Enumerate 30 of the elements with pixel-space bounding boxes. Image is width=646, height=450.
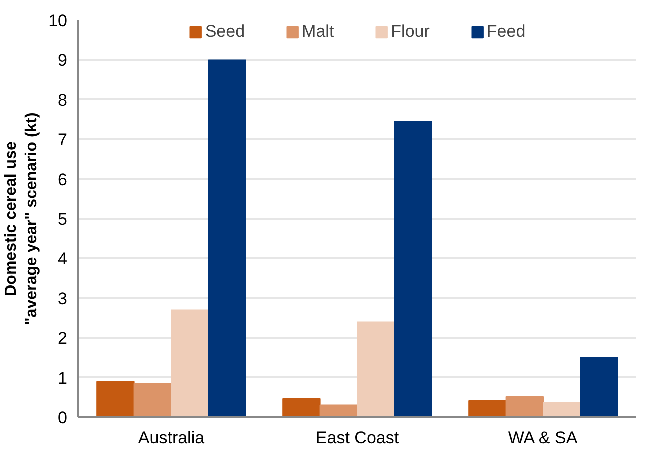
- y-tick-label: 4: [58, 250, 68, 269]
- y-axis-title: Domestic cereal use "average year" scenario (kt): [3, 112, 41, 326]
- bar: [357, 322, 396, 418]
- legend-label: Flour: [391, 22, 430, 42]
- y-tick-label: 8: [58, 90, 68, 110]
- x-tick-label: East Coast: [316, 428, 400, 448]
- y-tick-label: 1: [58, 368, 68, 388]
- bar: [282, 398, 321, 418]
- legend-label: Malt: [302, 22, 334, 42]
- y-tick-label: 3: [58, 289, 68, 308]
- bar: [320, 404, 358, 418]
- y-tick-label: 7: [58, 130, 68, 150]
- y-tick-label: 6: [58, 170, 68, 190]
- x-tick-label: Australia: [138, 428, 206, 448]
- bar: [171, 310, 210, 418]
- y-tick-label: 9: [58, 51, 68, 70]
- y-tick-label: 0: [58, 408, 68, 428]
- legend-label: Seed: [205, 22, 246, 42]
- bar: [506, 396, 544, 418]
- y-tick-label: 10: [48, 12, 68, 30]
- bar: [468, 400, 507, 418]
- y-tick-label: 2: [58, 329, 68, 348]
- y-tick-label: 5: [58, 210, 68, 229]
- legend-label: Feed: [486, 22, 526, 42]
- bar: [208, 60, 246, 418]
- x-tick-label: WA & SA: [508, 428, 578, 448]
- bar: [134, 383, 172, 418]
- bar: [96, 381, 135, 418]
- bar: [580, 357, 618, 418]
- bar: [394, 121, 432, 418]
